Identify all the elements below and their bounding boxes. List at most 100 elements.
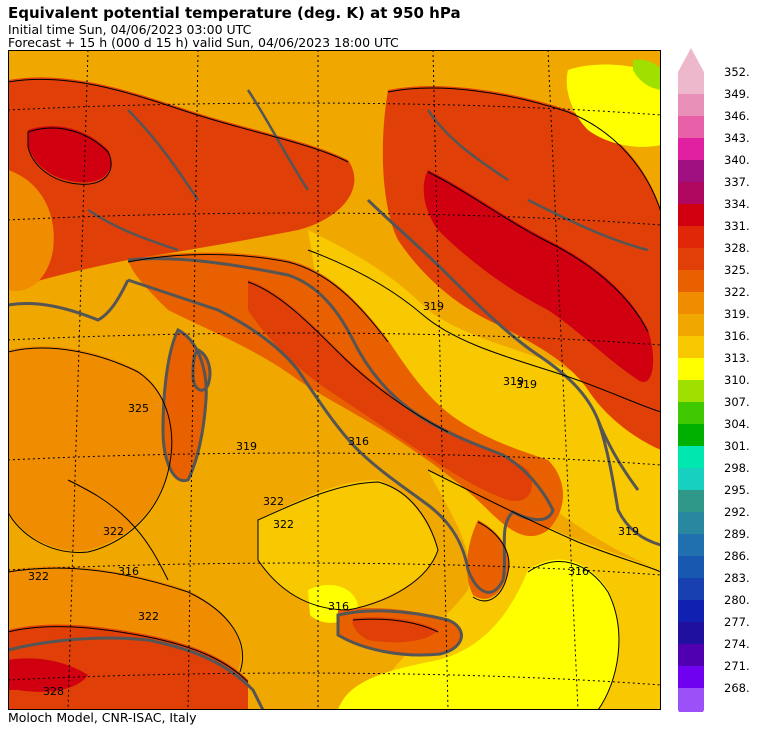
color-scale-label: 313. <box>724 351 750 365</box>
color-scale-swatch <box>678 292 704 314</box>
color-scale-swatch <box>678 534 704 556</box>
color-scale-swatch <box>678 72 704 94</box>
color-scale-label: 325. <box>724 263 750 277</box>
contour-label: 316 <box>328 600 349 613</box>
border-lines <box>87 89 649 252</box>
contour-label: 316 <box>118 565 139 578</box>
contour-label: 319 <box>503 375 524 388</box>
coastline-balkans-south <box>596 419 661 547</box>
graticule <box>8 50 661 710</box>
color-scale-swatch <box>678 138 704 160</box>
color-scale-label: 304. <box>724 417 750 431</box>
map-frame <box>8 50 661 710</box>
contour-label: 322 <box>138 610 159 623</box>
color-scale-swatch <box>678 380 704 402</box>
field-322-west <box>8 346 172 551</box>
color-scale-swatch <box>678 336 704 358</box>
color-scale-swatch <box>678 248 704 270</box>
contour-label: 322 <box>263 495 284 508</box>
color-scale-label: 337. <box>724 175 750 189</box>
color-scale-label: 334. <box>724 197 750 211</box>
color-scale <box>678 48 704 712</box>
color-scale-swatch <box>678 490 704 512</box>
field-328-italy-spine <box>248 280 532 501</box>
color-scale-swatch <box>678 402 704 424</box>
color-scale-label: 286. <box>724 549 750 563</box>
field-322-spain <box>8 170 54 291</box>
color-scale-label: 295. <box>724 483 750 497</box>
map-title: Equivalent potential temperature (deg. K… <box>8 4 461 22</box>
field-316-tyrrhenian <box>258 480 438 610</box>
field-331-north-africa <box>8 658 88 692</box>
color-scale-swatch <box>678 666 704 688</box>
contour-label: 325 <box>128 402 149 415</box>
color-scale-swatch <box>678 600 704 622</box>
contour-label: 322 <box>103 525 124 538</box>
forecast-valid-time: Forecast + 15 h (000 d 15 h) valid Sun, … <box>8 35 399 50</box>
color-scale-swatch <box>678 204 704 226</box>
color-scale-swatch <box>678 116 704 138</box>
color-scale-label: 343. <box>724 131 750 145</box>
color-scale-label: 298. <box>724 461 750 475</box>
color-scale-arrow-bottom <box>678 710 704 712</box>
color-scale-swatch <box>678 644 704 666</box>
color-scale-label: 289. <box>724 527 750 541</box>
field-328-north-africa <box>8 624 248 710</box>
coastline-north-africa <box>8 636 265 710</box>
color-scale-label: 319. <box>724 307 750 321</box>
initial-time: Initial time Sun, 04/06/2023 03:00 UTC <box>8 22 252 37</box>
color-scale-swatch <box>678 446 704 468</box>
color-scale-swatch <box>678 424 704 446</box>
color-scale-label: 316. <box>724 329 750 343</box>
field-313-ukraine <box>566 64 661 147</box>
color-scale-label: 331. <box>724 219 750 233</box>
field-328-alps <box>8 77 355 290</box>
color-scale-label: 274. <box>724 637 750 651</box>
contour-label: 319 <box>423 300 444 313</box>
color-scale-swatch <box>678 578 704 600</box>
model-credit: Moloch Model, CNR-ISAC, Italy <box>8 710 197 725</box>
field-328-sicily <box>352 617 438 643</box>
field-310-ukraine <box>633 59 661 90</box>
color-scale-arrow-top <box>678 48 704 72</box>
coastline-sicily <box>336 609 463 657</box>
color-scale-swatch <box>678 468 704 490</box>
color-scale-swatch <box>678 160 704 182</box>
contour-label: 316 <box>348 435 369 448</box>
color-scale-label: 310. <box>724 373 750 387</box>
color-scale-label: 346. <box>724 109 750 123</box>
contour-label: 319 <box>516 378 537 391</box>
field-313-south <box>338 559 619 710</box>
contour-label: 316 <box>568 565 589 578</box>
color-scale-swatch <box>678 622 704 644</box>
forecast-map: 319 319 316 316 322 322 322 322 322 328 … <box>8 50 661 710</box>
coastline-corsica <box>191 348 212 392</box>
coastline-italy <box>127 257 555 594</box>
contour-label: 328 <box>43 685 64 698</box>
field-325-calabria <box>466 520 509 599</box>
color-scale-swatch <box>678 556 704 578</box>
color-scale-label: 292. <box>724 505 750 519</box>
coastline-sardinia <box>161 327 208 483</box>
color-scale-swatch <box>678 358 704 380</box>
color-scale-label: 349. <box>724 87 750 101</box>
color-scale-swatch <box>678 314 704 336</box>
color-scale-label: 301. <box>724 439 750 453</box>
color-scale-label: 271. <box>724 659 750 673</box>
color-scale-label: 283. <box>724 571 750 585</box>
contour-label: 319 <box>236 440 257 453</box>
field-331-alps-core <box>28 126 112 183</box>
color-scale-swatch <box>678 270 704 292</box>
color-scale-label: 268. <box>724 681 750 695</box>
color-scale-label: 280. <box>724 593 750 607</box>
coastline-france <box>8 279 130 322</box>
contour-label: 322 <box>28 570 49 583</box>
color-scale-swatch <box>678 688 704 710</box>
field-316-adriatic <box>308 230 661 570</box>
coastline-adriatic-east <box>366 198 640 491</box>
color-scale-swatch <box>678 94 704 116</box>
color-scale-swatch <box>678 512 704 534</box>
color-scale-label: 277. <box>724 615 750 629</box>
field-331-balkans-core <box>423 170 654 382</box>
contour-label: 319 <box>618 525 639 538</box>
